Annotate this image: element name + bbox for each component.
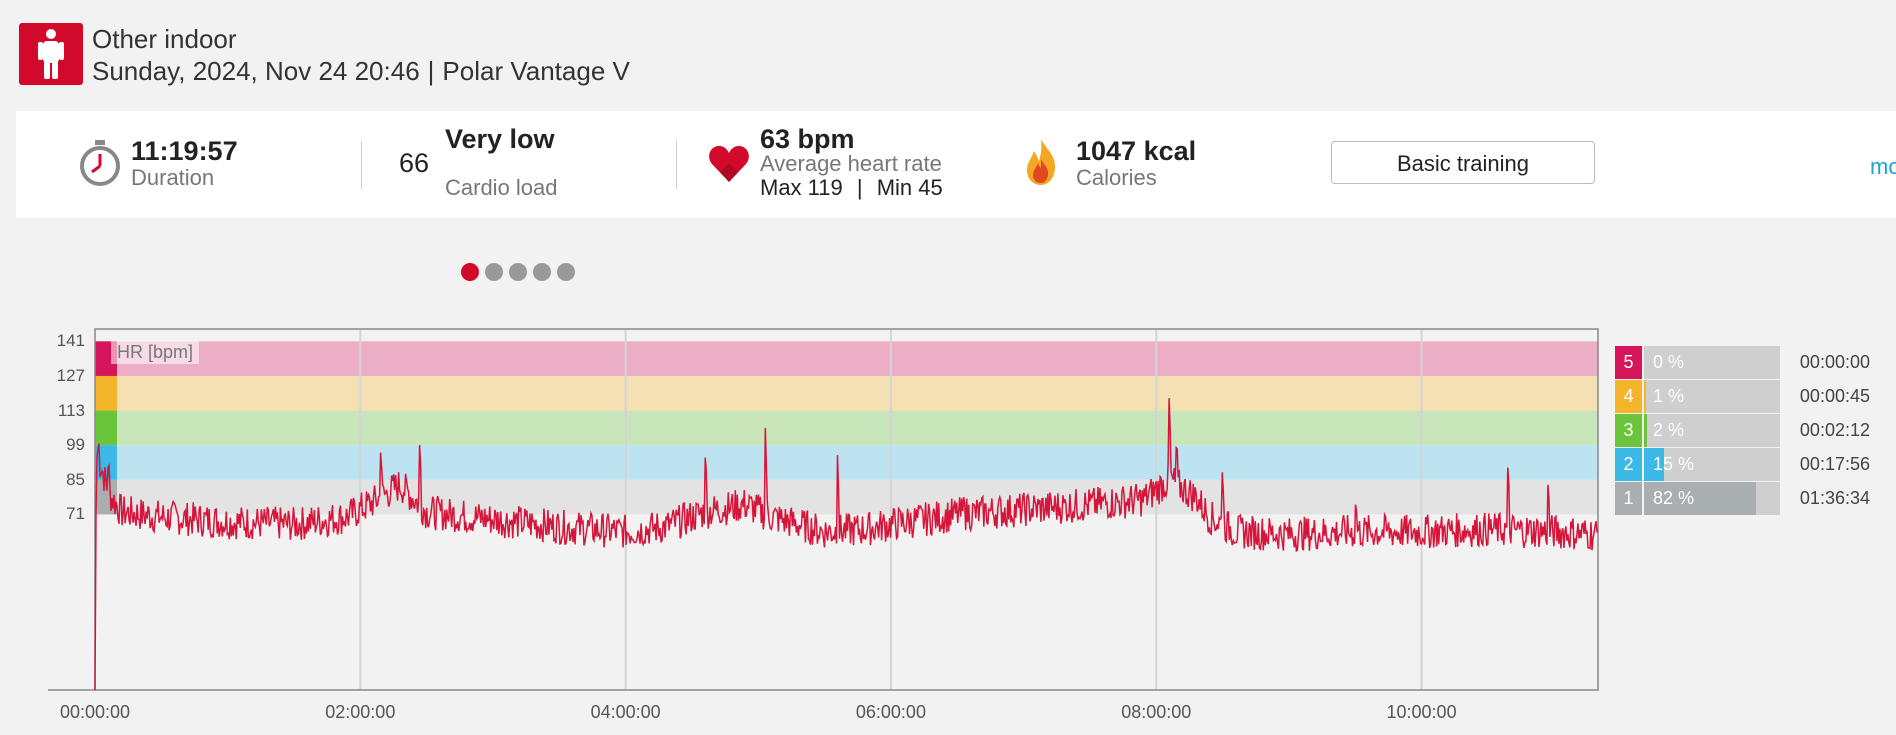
divider <box>361 141 362 189</box>
session-subtitle: Sunday, 2024, Nov 24 20:46 | Polar Vantage… <box>92 56 630 87</box>
cardio-dot <box>557 263 575 281</box>
zone-time: 01:36:34 <box>1799 488 1870 508</box>
zone-fill <box>1644 414 1647 447</box>
duration-value: 11:19:57 <box>131 136 238 166</box>
zone-time: 00:17:56 <box>1799 454 1870 474</box>
cardio-load-value: 66 <box>399 148 430 178</box>
zone-fill <box>1644 380 1646 413</box>
hr-zone-band <box>95 341 1598 376</box>
zone-fill <box>1644 482 1756 515</box>
zone-percent: 82 % <box>1653 488 1695 508</box>
zone-bar: 0 % <box>1644 346 1780 379</box>
zone-bar: 2 % <box>1644 414 1780 447</box>
x-tick-label: 02:00:00 <box>325 702 396 722</box>
separator: | <box>427 56 435 86</box>
x-tick-label: 06:00:00 <box>855 702 926 722</box>
calories-label: Calories <box>1076 165 1157 190</box>
zone-fill <box>1644 448 1665 481</box>
zone-time: 00:02:12 <box>1799 420 1870 440</box>
hr-max: Max 119 <box>760 175 843 200</box>
zone-number: 4 <box>1615 380 1642 413</box>
sport-icon <box>19 23 83 85</box>
calories-value: 1047 kcal <box>1076 136 1197 166</box>
zone-number: 2 <box>1615 448 1642 481</box>
y-tick-label: 113 <box>57 400 85 420</box>
x-tick-label: 08:00:00 <box>1121 702 1192 722</box>
cardio-dot <box>461 263 479 281</box>
summary-bar: 11:19:57 Duration 66 Very low Cardio loa… <box>16 111 1896 281</box>
y-tick-label: 141 <box>56 331 85 351</box>
hr-chart <box>48 328 1599 691</box>
cardio-dot <box>485 263 503 281</box>
hr-line <box>94 398 1599 691</box>
zone-time: 00:00:00 <box>1799 352 1870 372</box>
device-name: Polar Vantage V <box>442 56 630 86</box>
plot-frame <box>94 328 1599 691</box>
zone-time: 00:00:45 <box>1799 386 1870 406</box>
x-tick-label: 00:00:00 <box>59 702 131 722</box>
hr-zone-band <box>95 445 1598 480</box>
avg-heart-rate-label: Average heart rate <box>760 151 942 176</box>
y-tick-label: 127 <box>56 365 85 385</box>
hr-zone-band <box>95 410 1598 446</box>
person-standing-icon <box>38 29 64 79</box>
duration-label: Duration <box>131 165 215 190</box>
cardio-load-level: Very low <box>445 124 555 154</box>
flame-icon <box>1027 139 1056 185</box>
more-link[interactable]: mo <box>1870 154 1896 179</box>
separator: | <box>856 175 863 200</box>
series-label: HR [bpm] <box>111 341 200 364</box>
cardio-load-label: Cardio load <box>445 175 558 200</box>
zone-strip <box>95 410 117 446</box>
zone-bar: 82 % <box>1644 482 1780 515</box>
zone-percent: 1 % <box>1653 386 1685 406</box>
avg-heart-rate-value: 63 bpm <box>760 124 855 154</box>
x-tick-label: 04:00:00 <box>590 702 661 722</box>
zone-number: 5 <box>1615 346 1642 379</box>
zone-number: 1 <box>1615 482 1642 515</box>
session-date: Sunday, 2024, Nov 24 20:46 <box>92 56 420 86</box>
zone-percent: 2 % <box>1653 420 1685 440</box>
zone-percent: 0 % <box>1653 352 1685 372</box>
stopwatch-icon <box>80 140 120 186</box>
zone-bar: 15 % <box>1644 448 1780 481</box>
x-tick-label: 10:00:00 <box>1386 702 1457 722</box>
y-tick-label: 99 <box>66 435 85 455</box>
sport-title: Other indoor <box>92 24 237 54</box>
zone-percent: 15 % <box>1653 454 1695 474</box>
hr-min: Min 45 <box>876 175 943 200</box>
cardio-dot <box>509 263 527 281</box>
zone-bar: 1 % <box>1644 380 1780 413</box>
divider <box>676 141 677 189</box>
zone-number: 3 <box>1615 414 1642 447</box>
y-tick-label: 85 <box>66 469 85 489</box>
zone-strip <box>95 375 117 411</box>
hr-max-min: Max 119 | Min 45 <box>760 175 943 201</box>
basic-training-button[interactable]: Basic training <box>1331 141 1595 184</box>
hr-zone-band <box>95 375 1598 411</box>
y-tick-label: 71 <box>66 504 85 524</box>
heart-icon <box>709 146 749 182</box>
hr-zone-band <box>95 479 1598 515</box>
cardio-dot <box>533 263 551 281</box>
